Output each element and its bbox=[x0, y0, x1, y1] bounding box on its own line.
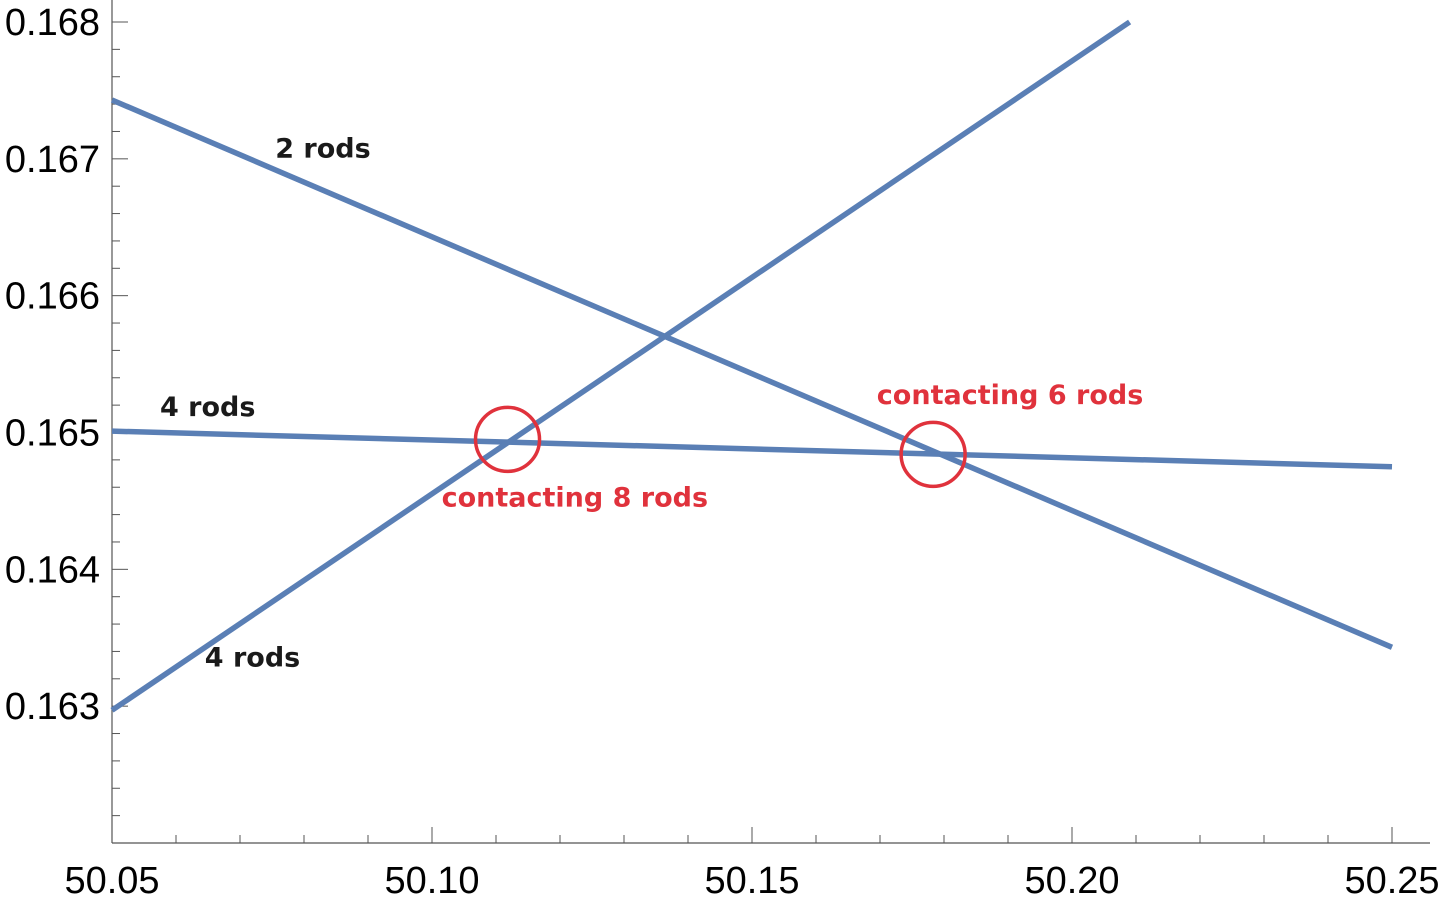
y-tick-label: 0.168 bbox=[5, 2, 100, 44]
y-tick-label: 0.164 bbox=[5, 549, 100, 591]
series-label-1: 2 rods bbox=[275, 133, 370, 164]
annotation-circle-2 bbox=[899, 420, 967, 489]
annotation-circle-1 bbox=[473, 405, 542, 474]
y-tick-label: 0.167 bbox=[5, 139, 100, 181]
series-line-3 bbox=[110, 19, 1132, 713]
y-tick-label: 0.166 bbox=[5, 276, 100, 318]
x-tick-label: 50.25 bbox=[1344, 860, 1439, 902]
annotation-circles bbox=[473, 405, 967, 489]
series-line-1 bbox=[110, 97, 1394, 650]
x-tick-label: 50.10 bbox=[384, 860, 479, 902]
y-tick-label: 0.165 bbox=[5, 413, 100, 455]
annotation-label-1: contacting 8 rods bbox=[442, 482, 708, 513]
series-label-3: 4 rods bbox=[205, 642, 300, 673]
text-labels: contacting 8 rods contacting 6 rods 2 rods… bbox=[160, 133, 1143, 673]
x-tick-label: 50.15 bbox=[704, 860, 799, 902]
x-tick-label: 50.05 bbox=[64, 860, 159, 902]
y-tick-label: 0.163 bbox=[5, 686, 100, 728]
tick-labels: 50.05 50.10 50.15 50.20 50.25 0.163 0.164 0.165… bbox=[5, 2, 1440, 902]
series-line-2 bbox=[111, 428, 1393, 470]
series-lines bbox=[110, 19, 1394, 713]
series-label-2: 4 rods bbox=[160, 392, 255, 423]
x-tick-label: 50.20 bbox=[1024, 860, 1119, 902]
annotation-label-2: contacting 6 rods bbox=[877, 380, 1143, 411]
